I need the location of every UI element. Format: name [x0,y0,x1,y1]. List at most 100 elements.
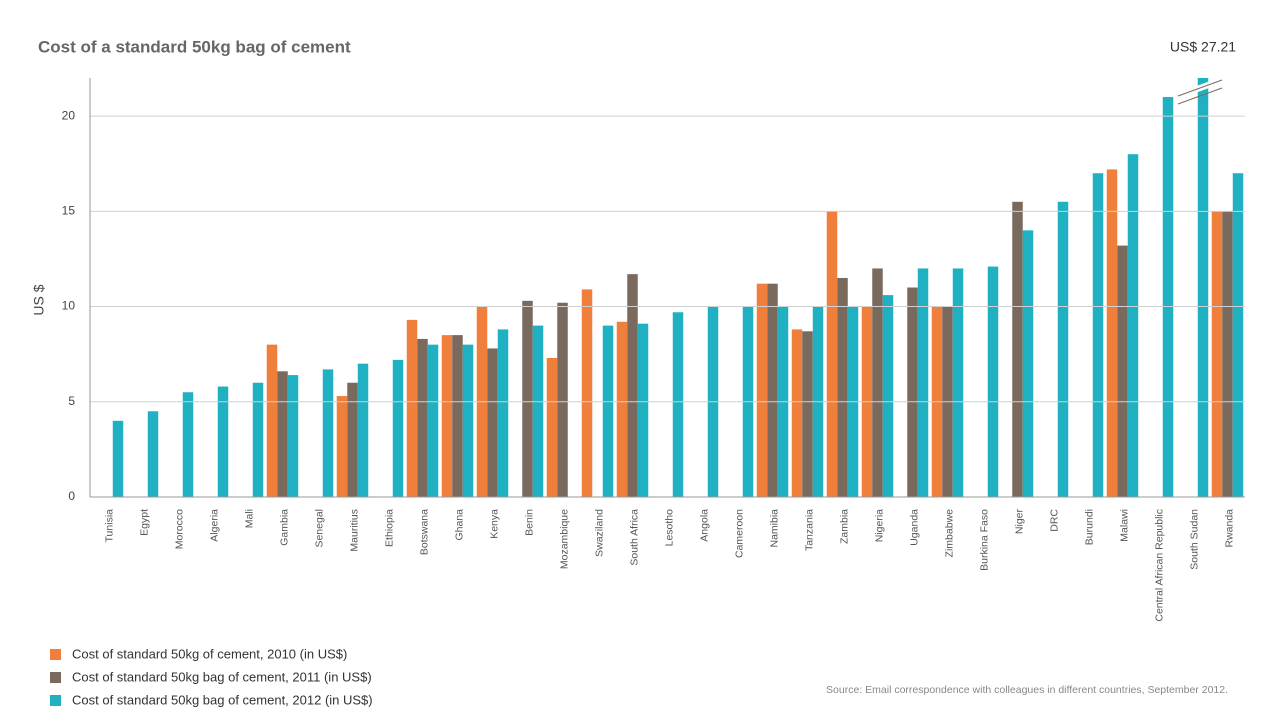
x-tick-label: South Africa [628,509,640,566]
x-tick-label: Mali [243,509,255,528]
x-tick-label: Nigeria [873,509,885,542]
bar [602,325,614,497]
bar [627,274,638,497]
x-tick-label: Senegal [313,509,325,548]
x-tick-label: Egypt [138,509,150,536]
x-tick-label: Rwanda [1223,509,1235,548]
bar [1057,201,1069,497]
y-tick-label: 15 [62,203,76,217]
bar [487,348,498,497]
x-tick-label: Kenya [488,509,500,539]
bar [1092,173,1104,497]
x-tick-label: Algeria [208,509,220,542]
legend-label: Cost of standard 50kg of cement, 2010 (i… [72,646,347,661]
x-tick-label: South Sudan [1188,509,1200,570]
legend-swatch [50,649,61,660]
bar [872,268,883,497]
y-tick-label: 5 [68,394,75,408]
bar [427,344,439,497]
bar [546,357,558,497]
x-tick-label: Lesotho [663,509,675,547]
x-tick-label: Niger [1013,508,1025,534]
bar [581,289,593,497]
bar [1022,230,1034,497]
x-tick-label: Burundi [1083,509,1095,545]
bar [347,382,358,497]
bar [112,420,124,497]
bar [672,312,684,497]
x-tick-label: Central African Republic [1153,509,1165,622]
x-tick-label: Mauritius [348,509,360,552]
bar [1222,211,1233,497]
bar [637,323,649,497]
legend-label: Cost of standard 50kg bag of cement, 201… [72,692,373,707]
bar [616,321,628,497]
bar [462,344,474,497]
bar [452,335,463,497]
bar [322,369,334,497]
bar [417,338,428,497]
bar [1127,154,1139,497]
bar [277,371,288,497]
bar [217,386,229,497]
legend-swatch [50,672,61,683]
bar [1162,97,1174,497]
bar [837,277,848,497]
x-tick-label: Botswana [418,509,430,555]
bar [532,325,544,497]
x-tick-label: Malawi [1118,509,1130,542]
bar [1197,78,1209,497]
bar [392,359,404,497]
x-tick-label: Tanzania [803,509,815,551]
bar [336,396,348,497]
source-note: Source: Email correspondence with collea… [826,684,1228,696]
bar [882,295,894,497]
x-tick-label: Tunisia [103,509,115,543]
x-tick-label: Zimbabwe [943,509,955,558]
y-axis-label: US $ [31,284,47,315]
x-tick-label: Morocco [173,509,185,549]
x-tick-label: Ethiopia [383,509,395,547]
bar [182,392,194,497]
x-tick-label: Burkina Faso [978,509,990,571]
bar [406,319,418,497]
x-tick-label: Ghana [453,509,465,541]
bar [497,329,509,497]
legend-label: Cost of standard 50kg bag of cement, 201… [72,669,372,684]
bar [1012,201,1023,497]
x-tick-label: Namibia [768,509,780,548]
y-tick-label: 0 [68,489,75,503]
bar [1117,245,1128,497]
bar [1232,173,1244,497]
x-tick-label: DRC [1048,509,1060,532]
bar [756,283,768,497]
bar [952,268,964,497]
axis-break [1176,77,1224,105]
value-label: US$ 27.21 [1170,39,1236,55]
x-tick-label: Uganda [908,509,920,546]
bar [557,302,568,497]
bar [287,375,299,497]
x-tick-label: Benin [523,509,535,536]
y-tick-label: 10 [62,299,76,313]
bar [252,382,264,497]
chart-title: Cost of a standard 50kg bag of cement [38,37,351,56]
bar [441,335,453,497]
bar [917,268,929,497]
bar [1106,169,1118,497]
bar [522,300,533,497]
bar [767,283,778,497]
x-tick-label: Angola [698,509,710,542]
plot-area [112,78,1244,497]
x-tick-label: Mozambique [558,509,570,569]
x-tick-label: Swaziland [593,509,605,557]
bar [266,344,278,497]
y-tick-label: 20 [62,108,76,122]
bar [1211,211,1223,497]
bar [791,329,803,497]
x-tick-label: Gambia [278,509,290,546]
bar [802,331,813,497]
bar [907,287,918,497]
legend-swatch [50,695,61,706]
